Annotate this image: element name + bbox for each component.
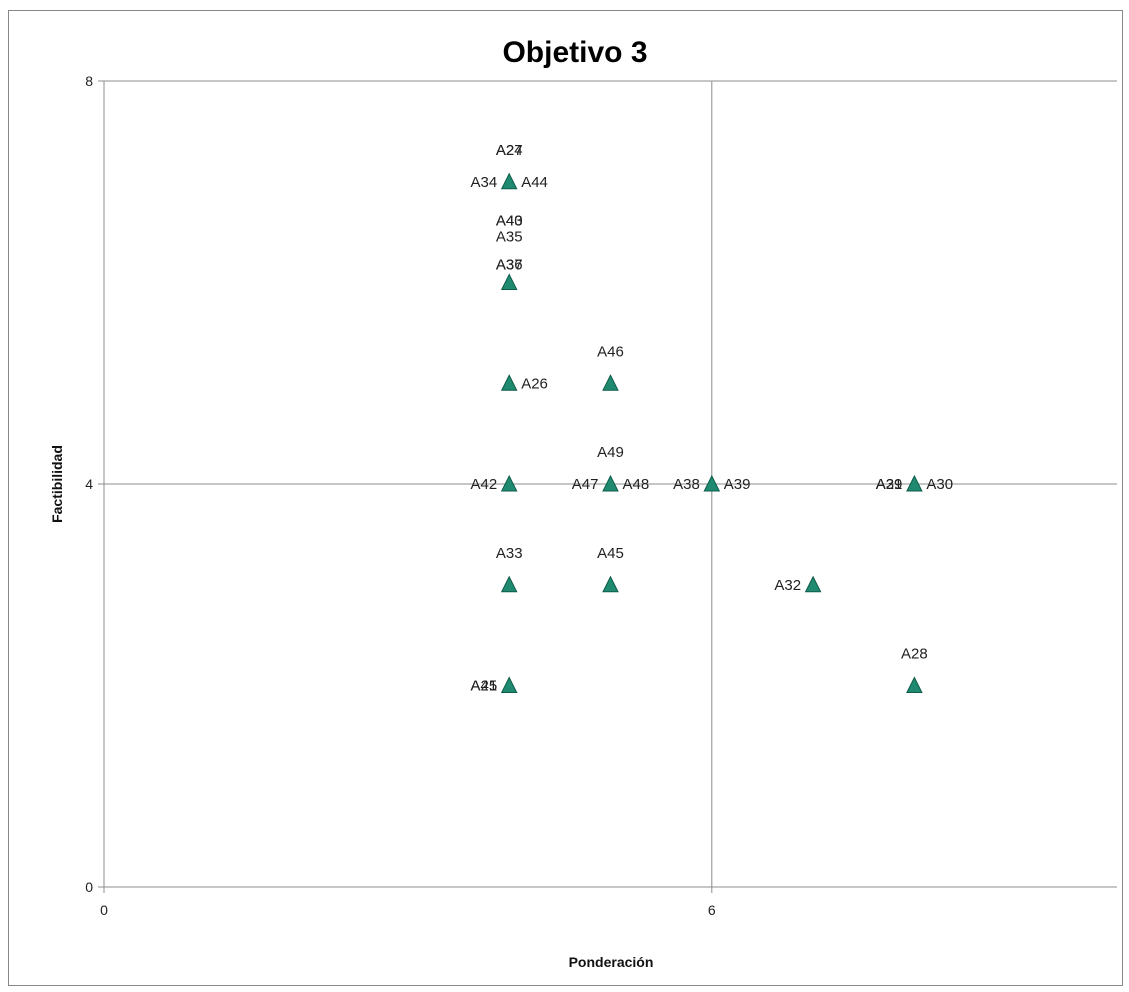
data-point-marker bbox=[500, 676, 518, 693]
data-point-label: A43 bbox=[496, 213, 523, 230]
data-point-marker bbox=[906, 676, 923, 693]
data-point-marker bbox=[602, 575, 619, 593]
data-point-marker bbox=[602, 374, 619, 391]
data-point-marker bbox=[602, 474, 619, 492]
data-point-label: A42 bbox=[470, 476, 497, 493]
data-point-label: A47 bbox=[572, 476, 599, 493]
data-point-label: A48 bbox=[623, 476, 650, 493]
data-point-label: A27 bbox=[496, 142, 523, 159]
data-point-marker bbox=[703, 474, 721, 492]
data-point-label: A28 bbox=[901, 646, 928, 663]
y-tick-label: 4 bbox=[85, 476, 93, 492]
data-point-label: A32 bbox=[774, 577, 801, 594]
data-point-marker bbox=[500, 172, 518, 190]
y-tick-label: 0 bbox=[85, 879, 93, 895]
data-point-label: A38 bbox=[673, 476, 700, 493]
data-point-label: A45 bbox=[597, 545, 624, 562]
data-point-marker bbox=[500, 474, 518, 492]
x-axis-title: Ponderación bbox=[569, 954, 654, 970]
x-tick-label: 6 bbox=[708, 902, 716, 918]
data-point-marker bbox=[804, 575, 822, 593]
data-point-marker bbox=[500, 374, 518, 391]
data-point-label: A31 bbox=[876, 476, 903, 493]
data-point-label: A24 bbox=[496, 142, 523, 159]
data-point-label: A40 bbox=[496, 213, 523, 230]
data-point-marker bbox=[500, 575, 518, 593]
chart-border bbox=[8, 10, 1123, 986]
chart-title: Objetivo 3 bbox=[502, 36, 647, 69]
data-point-label: A35 bbox=[496, 229, 523, 246]
y-axis-title: Factibilidad bbox=[49, 445, 65, 523]
y-tick-label: 8 bbox=[85, 73, 93, 89]
data-points bbox=[500, 172, 923, 693]
data-point-label: A26 bbox=[521, 375, 548, 392]
data-point-label: A37 bbox=[496, 257, 523, 274]
data-point-label: A29 bbox=[876, 476, 903, 493]
data-point-label: A33 bbox=[496, 545, 523, 562]
data-point-label: A46 bbox=[597, 343, 624, 360]
data-point-marker bbox=[906, 474, 923, 492]
data-point-marker bbox=[500, 273, 518, 290]
data-point-label: A34 bbox=[470, 174, 497, 191]
data-point-label: A25 bbox=[470, 678, 497, 695]
x-tick-label: 0 bbox=[100, 902, 108, 918]
data-point-label: A36 bbox=[496, 257, 523, 274]
data-point-label: A41 bbox=[470, 678, 497, 695]
data-point-label: A49 bbox=[597, 444, 624, 461]
data-point-label: A44 bbox=[521, 174, 548, 191]
data-point-label: A39 bbox=[724, 476, 751, 493]
data-point-label: A30 bbox=[926, 476, 953, 493]
axis-ticks: 0 4 8 0 6 bbox=[85, 73, 716, 918]
